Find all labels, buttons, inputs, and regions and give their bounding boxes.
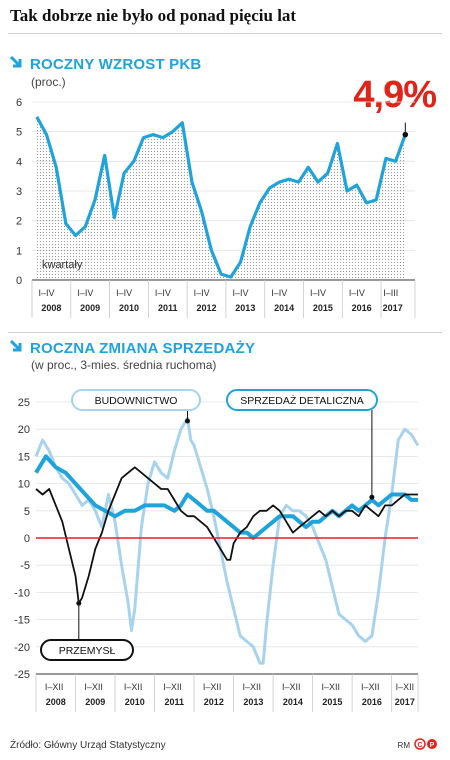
callout-budownictwo-box <box>71 389 201 411</box>
sales-month-label: I–XII <box>163 682 182 692</box>
sales-y-tick-label: -10 <box>14 587 30 599</box>
sales-year-label: 2016 <box>362 697 382 707</box>
gdp-y-tick-label: 6 <box>16 97 22 109</box>
sales-y-tick-label: 20 <box>18 424 30 436</box>
gdp-annotation: kwartały <box>42 259 83 271</box>
sales-y-tick-label: -15 <box>14 615 30 627</box>
gdp-quarter-label: I–IV <box>39 288 55 298</box>
sales-year-label: 2012 <box>204 697 224 707</box>
sales-chart-heading: ROCZNA ZMIANA SPRZEDAŻY <box>10 340 255 357</box>
sales-month-label: I–XII <box>45 682 64 692</box>
callout-przemysl-label: PRZEMYSŁ <box>59 645 116 657</box>
sales-y-tick-label: 10 <box>18 479 30 491</box>
gdp-chart: 0 1 2 3 4 5 6 kwartały I–IV I–IV I–IV I–IV I–IV I–IV I… <box>16 97 416 318</box>
gdp-year-label: 2013 <box>235 303 255 313</box>
gdp-quarter-label: I–IV <box>77 288 93 298</box>
gdp-y-tick-label: 1 <box>16 245 22 257</box>
gdp-year-label: 2011 <box>158 303 178 313</box>
callout-sprzedaz-box <box>226 389 378 411</box>
sales-y-tick-label: 0 <box>24 533 30 545</box>
gdp-quarter-label: I–III <box>383 288 398 298</box>
callout-budownictwo-label: BUDOWNICTWO <box>95 395 178 407</box>
gdp-year-label: 2012 <box>197 303 217 313</box>
sales-month-label: I–XII <box>242 682 261 692</box>
gdp-quarter-label: I–IV <box>310 288 326 298</box>
callout-przemysl-box <box>40 639 134 661</box>
callout-sprzedaz-point <box>369 494 375 500</box>
gdp-y-tick-label: 4 <box>16 156 22 168</box>
sales-y-tick-label: 25 <box>18 397 30 409</box>
sales-year-label: 2014 <box>283 697 303 707</box>
sales-month-label: I–XII <box>282 682 301 692</box>
sales-month-label: I–XII <box>361 682 380 692</box>
author-credit: RM <box>397 741 410 750</box>
svg-text:C: C <box>417 742 422 749</box>
sales-y-tick-label: -25 <box>14 669 30 681</box>
gdp-highlight-value: 4,9% <box>353 74 437 116</box>
callout-budownictwo-point <box>184 418 190 424</box>
gdp-quarter-label: I–IV <box>116 288 132 298</box>
gdp-quarter-label: I–IV <box>349 288 365 298</box>
sales-year-label: 2009 <box>85 697 105 707</box>
sales-y-tick-label: 15 <box>18 451 30 463</box>
arrow-down-right-icon <box>10 340 22 352</box>
source-note: Źródło: Główny Urząd Statystyczny <box>10 740 166 751</box>
callout-przemysl-point <box>76 600 82 606</box>
page-title: Tak dobrze nie było od ponad pięciu lat <box>10 6 297 25</box>
sales-series-line-przemysl <box>35 466 418 605</box>
gdp-year-label: 2016 <box>352 303 372 313</box>
sales-month-label: I–XII <box>84 682 103 692</box>
gdp-year-label: 2017 <box>383 303 403 313</box>
gdp-last-point <box>402 131 409 138</box>
gdp-year-label: 2008 <box>41 303 61 313</box>
gdp-chart-heading: ROCZNY WZROST PKB <box>10 56 201 73</box>
sales-year-label: 2013 <box>243 697 263 707</box>
sales-chart-title: ROCZNA ZMIANA SPRZEDAŻY <box>30 340 256 357</box>
gdp-y-tick-label: 3 <box>16 186 22 198</box>
sales-chart-subtitle: (w proc., 3-mies. średnia ruchoma) <box>31 358 217 372</box>
sales-y-tick-label: -5 <box>20 560 30 572</box>
sales-series-line-budownictwo <box>34 416 420 665</box>
gdp-quarter-label: I–IV <box>194 288 210 298</box>
callout-sprzedaz-label: SPRZEDAŻ DETALICZNA <box>240 394 364 407</box>
gdp-chart-subtitle: (proc.) <box>31 75 66 89</box>
gdp-y-tick-label: 0 <box>16 275 22 287</box>
gdp-quarter-label: I–IV <box>271 288 287 298</box>
gdp-year-label: 2009 <box>80 303 100 313</box>
gdp-y-tick-label: 2 <box>16 216 22 228</box>
publisher-logo-icon: C P <box>414 738 437 750</box>
sales-year-label: 2008 <box>46 697 66 707</box>
sales-y-tick-label: -20 <box>14 642 30 654</box>
divider <box>8 332 442 333</box>
sales-month-label: I–XII <box>203 682 222 692</box>
gdp-area <box>36 116 406 280</box>
gdp-series-line <box>35 116 407 279</box>
sales-month-label: I–XII <box>321 682 340 692</box>
sales-month-label: I–XII <box>396 682 415 692</box>
divider <box>8 33 442 34</box>
sales-y-tick-label: 5 <box>24 506 30 518</box>
sales-year-label: 2015 <box>322 697 342 707</box>
sales-series-line-sprzedaz-detaliczna <box>34 454 418 540</box>
sales-year-label: 2017 <box>395 697 415 707</box>
sales-month-label: I–XII <box>124 682 143 692</box>
arrow-down-right-icon <box>10 56 22 68</box>
gdp-year-label: 2014 <box>274 303 294 313</box>
sales-year-label: 2010 <box>125 697 145 707</box>
gdp-year-label: 2010 <box>119 303 139 313</box>
gdp-y-tick-label: 5 <box>16 127 22 139</box>
svg-text:P: P <box>430 742 435 749</box>
sales-year-label: 2011 <box>165 697 185 707</box>
gdp-quarter-label: I–IV <box>155 288 171 298</box>
gdp-chart-title: ROCZNY WZROST PKB <box>30 56 202 73</box>
gdp-quarter-label: I–IV <box>232 288 248 298</box>
gdp-year-label: 2015 <box>313 303 333 313</box>
